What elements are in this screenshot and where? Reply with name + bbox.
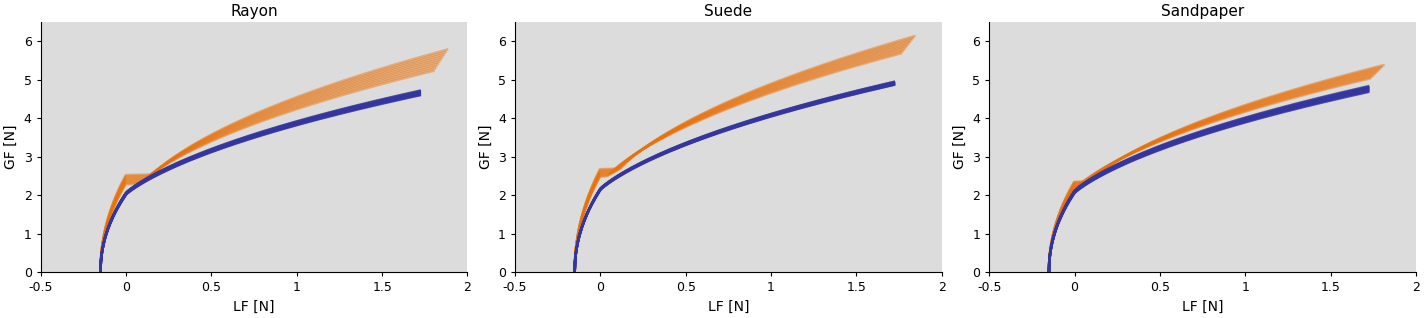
Title: Rayon: Rayon [231, 4, 278, 19]
Y-axis label: GF [N]: GF [N] [4, 125, 19, 169]
Title: Sandpaper: Sandpaper [1161, 4, 1245, 19]
X-axis label: LF [N]: LF [N] [708, 300, 749, 314]
X-axis label: LF [N]: LF [N] [234, 300, 275, 314]
X-axis label: LF [N]: LF [N] [1182, 300, 1223, 314]
Y-axis label: GF [N]: GF [N] [953, 125, 967, 169]
Y-axis label: GF [N]: GF [N] [478, 125, 493, 169]
Title: Suede: Suede [705, 4, 752, 19]
